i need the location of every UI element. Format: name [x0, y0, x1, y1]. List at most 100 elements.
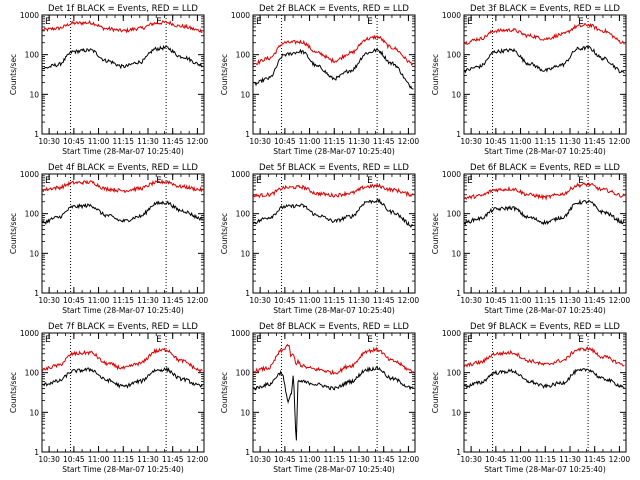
marker-label-start: E	[45, 176, 51, 186]
x-tick-label: 10:30	[38, 137, 60, 146]
series-events-line	[253, 47, 414, 90]
x-tick-label: 12:00	[187, 137, 209, 146]
x-tick-label: 11:30	[348, 296, 370, 305]
y-tick-label: 1000	[442, 11, 461, 20]
y-axis-label: Counts/sec	[431, 372, 440, 413]
plot-frame	[463, 332, 627, 453]
plot-frame	[252, 173, 416, 294]
x-tick-label: 12:00	[398, 296, 420, 305]
y-tick-label: 100	[25, 369, 40, 378]
y-axis-label: Counts/sec	[431, 213, 440, 254]
x-tick-label: 12:00	[398, 455, 420, 464]
y-tick-label: 1000	[20, 11, 39, 20]
marker-label-start: E	[45, 17, 51, 27]
chart-title: Det 4f BLACK = Events, RED = LLD	[48, 163, 198, 173]
y-tick-label: 1000	[20, 170, 39, 179]
y-tick-label: 1000	[231, 170, 250, 179]
y-tick-label: 10	[451, 249, 461, 258]
marker-label-end: E	[156, 176, 162, 186]
marker-label-start: E	[256, 17, 262, 27]
x-axis-label: Start Time (28-Mar-07 10:25:40)	[273, 306, 395, 315]
x-tick-label: 11:00	[299, 455, 321, 464]
chart-title: Det 1f BLACK = Events, RED = LLD	[48, 4, 198, 14]
chart-panel-3: Det 3f BLACK = Events, RED = LLD 1 10 100 10…	[431, 4, 630, 156]
x-tick-label: 11:45	[584, 137, 606, 146]
x-axis-label: Start Time (28-Mar-07 10:25:40)	[62, 147, 184, 156]
x-axis-label: Start Time (28-Mar-07 10:25:40)	[62, 465, 184, 474]
y-tick-label: 1000	[231, 11, 250, 20]
x-tick-label: 10:30	[249, 296, 271, 305]
plot-frame	[252, 332, 416, 453]
x-tick-label: 11:15	[112, 455, 134, 464]
marker-label-start: E	[45, 335, 51, 345]
x-tick-label: 10:30	[460, 455, 482, 464]
series-events-line	[464, 198, 625, 226]
plot-frame	[41, 173, 205, 294]
x-tick-label: 11:45	[584, 455, 606, 464]
x-tick-label: 10:30	[460, 296, 482, 305]
y-tick-label: 1	[456, 448, 461, 457]
x-tick-label: 11:45	[162, 455, 184, 464]
x-tick-label: 10:45	[63, 296, 85, 305]
chart-title: Det 2f BLACK = Events, RED = LLD	[259, 4, 409, 14]
y-axis-label: Counts/sec	[220, 54, 229, 95]
marker-label-start: E	[467, 17, 473, 27]
y-axis-label: Counts/sec	[431, 54, 440, 95]
plot-frame	[463, 173, 627, 294]
x-tick-label: 10:30	[249, 455, 271, 464]
y-tick-label: 100	[447, 210, 462, 219]
marker-label-end: E	[156, 17, 162, 27]
x-tick-label: 12:00	[609, 455, 631, 464]
y-tick-label: 10	[451, 408, 461, 417]
y-tick-label: 1	[456, 130, 461, 139]
x-tick-label: 11:45	[373, 296, 395, 305]
x-axis-label: Start Time (28-Mar-07 10:25:40)	[273, 465, 395, 474]
y-axis-label: Counts/sec	[9, 54, 18, 95]
chart-title: Det 5f BLACK = Events, RED = LLD	[259, 163, 409, 173]
marker-label-start: E	[256, 335, 262, 345]
marker-label-start: E	[256, 176, 262, 186]
marker-label-end: E	[578, 176, 584, 186]
chart-panel-6: Det 6f BLACK = Events, RED = LLD 1 10 100 10…	[431, 163, 630, 315]
x-axis-label: Start Time (28-Mar-07 10:25:40)	[273, 147, 395, 156]
y-tick-label: 1	[456, 289, 461, 298]
y-tick-label: 100	[236, 51, 251, 60]
x-axis-label: Start Time (28-Mar-07 10:25:40)	[62, 306, 184, 315]
chart-panel-2: Det 2f BLACK = Events, RED = LLD 1 10 100 10…	[220, 4, 419, 156]
x-tick-label: 12:00	[398, 137, 420, 146]
marker-label-start: E	[467, 176, 473, 186]
y-tick-label: 10	[240, 408, 250, 417]
x-tick-label: 11:15	[534, 455, 556, 464]
series-events-line	[42, 44, 203, 70]
x-axis-label: Start Time (28-Mar-07 10:25:40)	[484, 465, 606, 474]
chart-panel-4: Det 4f BLACK = Events, RED = LLD 1 10 100 10…	[9, 163, 208, 315]
series-lld-line	[42, 178, 203, 194]
y-tick-label: 1000	[442, 170, 461, 179]
y-tick-label: 100	[236, 369, 251, 378]
y-tick-label: 1	[245, 448, 250, 457]
y-tick-label: 10	[451, 90, 461, 99]
x-tick-label: 10:30	[460, 137, 482, 146]
x-tick-label: 11:30	[137, 455, 159, 464]
y-tick-label: 100	[447, 51, 462, 60]
x-tick-label: 10:45	[63, 455, 85, 464]
x-tick-label: 11:15	[112, 137, 134, 146]
y-tick-label: 1	[245, 130, 250, 139]
chart-panel-5: Det 5f BLACK = Events, RED = LLD 1 10 100 10…	[220, 163, 419, 315]
x-tick-label: 11:15	[323, 296, 345, 305]
y-axis-label: Counts/sec	[220, 213, 229, 254]
x-tick-label: 11:15	[534, 137, 556, 146]
y-tick-label: 1	[245, 289, 250, 298]
marker-label-end: E	[578, 17, 584, 27]
x-tick-label: 11:15	[112, 296, 134, 305]
series-events-line	[464, 45, 625, 74]
marker-label-end: E	[156, 335, 162, 345]
x-tick-label: 11:45	[373, 455, 395, 464]
marker-label-end: E	[578, 335, 584, 345]
series-lld-line	[253, 34, 414, 67]
x-tick-label: 10:30	[249, 137, 271, 146]
plot-frame	[41, 332, 205, 453]
x-tick-label: 11:00	[299, 296, 321, 305]
marker-label-start: E	[467, 335, 473, 345]
chart-title: Det 6f BLACK = Events, RED = LLD	[470, 163, 620, 173]
